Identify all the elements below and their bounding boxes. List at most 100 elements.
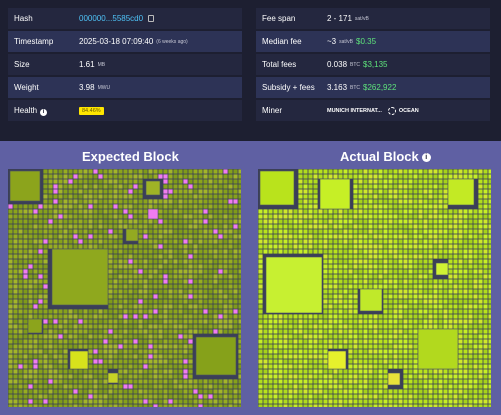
transaction-tile — [438, 394, 443, 399]
transaction-tile — [378, 369, 383, 374]
transaction-tile — [158, 324, 163, 329]
transaction-tile — [113, 239, 118, 244]
transaction-tile — [23, 374, 28, 379]
copy-icon[interactable] — [148, 15, 155, 22]
transaction-tile — [13, 304, 18, 309]
transaction-tile — [488, 324, 491, 329]
transaction-tile — [328, 284, 333, 289]
transaction-tile — [168, 174, 173, 179]
transaction-tile — [308, 379, 313, 384]
transaction-tile — [378, 234, 383, 239]
transaction-tile — [408, 359, 413, 364]
transaction-tile — [478, 194, 483, 199]
transaction-tile — [428, 179, 433, 184]
transaction-tile — [23, 354, 28, 359]
transaction-tile — [463, 284, 468, 289]
transaction-tile — [408, 319, 413, 324]
transaction-tile — [158, 369, 163, 374]
transaction-tile — [348, 349, 353, 354]
transaction-tile — [53, 389, 58, 394]
transaction-tile — [268, 239, 273, 244]
transaction-tile — [328, 344, 333, 349]
transaction-tile — [88, 194, 93, 199]
transaction-tile — [418, 194, 423, 199]
transaction-tile — [168, 219, 173, 224]
info-icon[interactable]: i — [421, 153, 431, 162]
transaction-tile — [363, 234, 368, 239]
transaction-tile — [93, 324, 98, 329]
transaction-tile — [353, 329, 358, 334]
transaction-tile — [23, 264, 28, 269]
transaction-tile — [238, 244, 241, 249]
actual-block-treemap[interactable] — [258, 169, 491, 407]
transaction-tile — [128, 254, 133, 259]
transaction-tile — [78, 339, 83, 344]
transaction-tile — [78, 224, 83, 229]
transaction-tile — [333, 284, 338, 289]
transaction-tile — [123, 389, 128, 394]
transaction-tile — [283, 374, 288, 379]
transaction-tile — [148, 329, 153, 334]
transaction-tile — [488, 384, 491, 389]
transaction-tile — [448, 374, 453, 379]
transaction-tile — [458, 214, 463, 219]
transaction-tile — [153, 324, 158, 329]
transaction-tile — [423, 324, 428, 329]
transaction-tile — [478, 249, 483, 254]
transaction-tile — [148, 244, 153, 249]
transaction-tile — [413, 224, 418, 229]
transaction-tile — [83, 209, 88, 214]
transaction-tile — [373, 179, 378, 184]
transaction-tile — [128, 209, 133, 214]
transaction-tile — [33, 274, 38, 279]
info-icon[interactable]: i — [40, 108, 48, 116]
transaction-tile — [383, 239, 388, 244]
transaction-tile — [273, 374, 278, 379]
transaction-tile — [18, 339, 23, 344]
transaction-tile — [33, 264, 38, 269]
transaction-tile — [188, 294, 193, 299]
transaction-tile — [128, 369, 133, 374]
transaction-tile — [293, 224, 298, 229]
transaction-tile — [428, 249, 433, 254]
transaction-tile — [173, 294, 178, 299]
transaction-tile — [313, 339, 318, 344]
transaction-tile — [378, 359, 383, 364]
transaction-tile — [333, 269, 338, 274]
transaction-tile — [268, 389, 273, 394]
miner-pool-name[interactable]: OCEAN — [398, 107, 419, 114]
transaction-tile — [223, 389, 228, 394]
transaction-tile — [203, 184, 208, 189]
transaction-tile — [433, 184, 438, 189]
transaction-tile — [433, 379, 438, 384]
transaction-tile — [308, 234, 313, 239]
transaction-tile — [408, 394, 413, 399]
transaction-tile — [393, 234, 398, 239]
hash-link[interactable]: 000000...5585cd0 — [79, 14, 144, 23]
transaction-tile — [138, 294, 143, 299]
miner-name-link[interactable]: MUNICH INTERNAT... — [327, 107, 382, 114]
transaction-tile — [178, 249, 183, 254]
transaction-tile — [93, 194, 98, 199]
transaction-tile — [398, 224, 403, 229]
transaction-tile — [143, 199, 148, 204]
actual-block-visualization[interactable] — [258, 169, 491, 407]
transaction-tile — [333, 319, 338, 324]
expected-block-visualization[interactable] — [8, 169, 241, 407]
transaction-tile — [428, 199, 433, 204]
transaction-tile — [368, 284, 373, 289]
transaction-tile — [363, 174, 368, 179]
transaction-tile — [178, 329, 183, 334]
transaction-tile — [488, 239, 491, 244]
transaction-tile — [13, 394, 18, 399]
transaction-tile — [138, 209, 143, 214]
transaction-tile — [113, 174, 118, 179]
transaction-tile — [378, 354, 383, 359]
transaction-tile — [303, 214, 308, 219]
transaction-tile — [108, 299, 113, 304]
transaction-tile — [413, 404, 418, 407]
expected-block-treemap[interactable] — [8, 169, 241, 407]
transaction-tile — [423, 294, 428, 299]
transaction-tile — [378, 329, 383, 334]
transaction-tile — [173, 204, 178, 209]
